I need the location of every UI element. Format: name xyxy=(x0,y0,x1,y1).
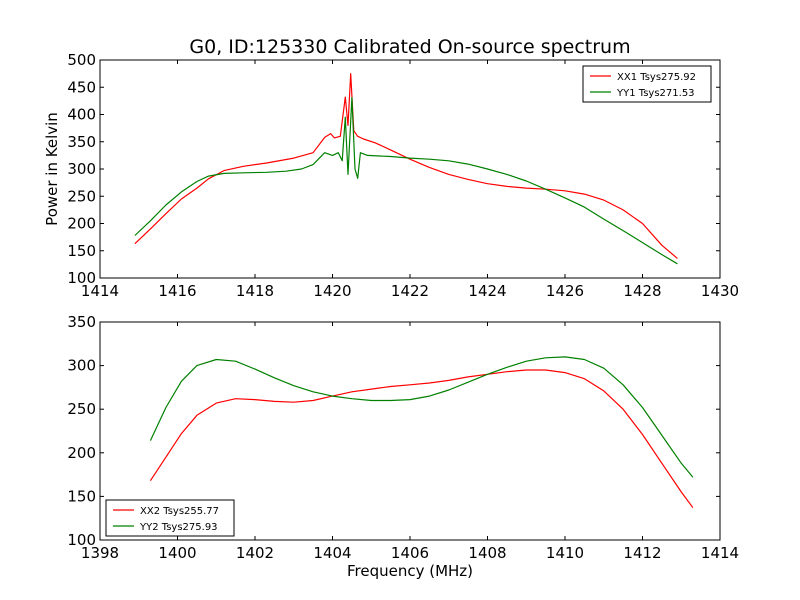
bottom-plot: 1398 1400 1402 1404 1406 1408 1410 1412 1414 100 1… xyxy=(67,313,739,580)
y-tick-label: 300 xyxy=(67,160,96,178)
y-tick-label: 350 xyxy=(67,133,96,151)
x-tick-label: 1422 xyxy=(391,282,429,300)
legend-label: XX2 Tsys255.77 xyxy=(140,506,219,517)
x-tick-label: 1424 xyxy=(468,282,506,300)
x-axis-label: Frequency (MHz) xyxy=(347,562,473,580)
y-tick-label: 400 xyxy=(67,106,96,124)
series-line-1-1 xyxy=(134,73,678,259)
series-line-2-1 xyxy=(149,369,694,509)
x-tick-label: 1400 xyxy=(158,544,196,562)
legend-box xyxy=(582,65,712,103)
top-plot: 1414 1416 1418 1420 1422 1424 1426 1428 1430 100 1… xyxy=(43,51,739,300)
y-tick-label: 150 xyxy=(67,487,96,505)
x-tick-label: 1402 xyxy=(236,544,274,562)
x-tick-label: 1420 xyxy=(313,282,351,300)
x-tick-label: 1414 xyxy=(701,544,739,562)
legend-label: XX1 Tsys275.92 xyxy=(617,72,696,83)
x-tick-label: 1410 xyxy=(546,544,584,562)
y-tick-label: 450 xyxy=(67,78,96,96)
x-tick-label: 1412 xyxy=(623,544,661,562)
x-tick-label: 1430 xyxy=(701,282,739,300)
series-line-1-2 xyxy=(134,97,678,265)
y-tick-label: 200 xyxy=(67,444,96,462)
x-tick-label: 1428 xyxy=(623,282,661,300)
x-tick-label: 1398 xyxy=(81,544,119,562)
y-tick-label: 100 xyxy=(67,269,96,287)
y-tick-label: 150 xyxy=(67,242,96,260)
legend: XX2 Tsys255.77 YY2 Tsys275.93 xyxy=(105,499,235,537)
x-tick-label: 1416 xyxy=(158,282,196,300)
legend-label: YY1 Tsys271.53 xyxy=(616,88,695,99)
y-axis-label: Power in Kelvin xyxy=(43,112,61,226)
legend-box xyxy=(105,499,235,537)
y-tick-label: 100 xyxy=(67,531,96,549)
legend-label: YY2 Tsys275.93 xyxy=(139,522,218,533)
y-tick-label: 250 xyxy=(67,187,96,205)
y-tick-label: 200 xyxy=(67,215,96,233)
legend: XX1 Tsys275.92 YY1 Tsys271.53 xyxy=(582,65,712,103)
y-tick-label: 300 xyxy=(67,357,96,375)
x-tick-label: 1414 xyxy=(81,282,119,300)
x-tick-label: 1408 xyxy=(468,544,506,562)
figure-title: G0, ID:125330 Calibrated On-source spect… xyxy=(189,36,630,58)
x-tick-label: 1406 xyxy=(391,544,429,562)
x-tick-label: 1404 xyxy=(313,544,351,562)
y-tick-label: 500 xyxy=(67,51,96,69)
y-tick-label: 350 xyxy=(67,313,96,331)
x-tick-label: 1418 xyxy=(236,282,274,300)
x-tick-label: 1426 xyxy=(546,282,584,300)
series-line-2-2 xyxy=(149,356,694,478)
y-tick-label: 250 xyxy=(67,400,96,418)
